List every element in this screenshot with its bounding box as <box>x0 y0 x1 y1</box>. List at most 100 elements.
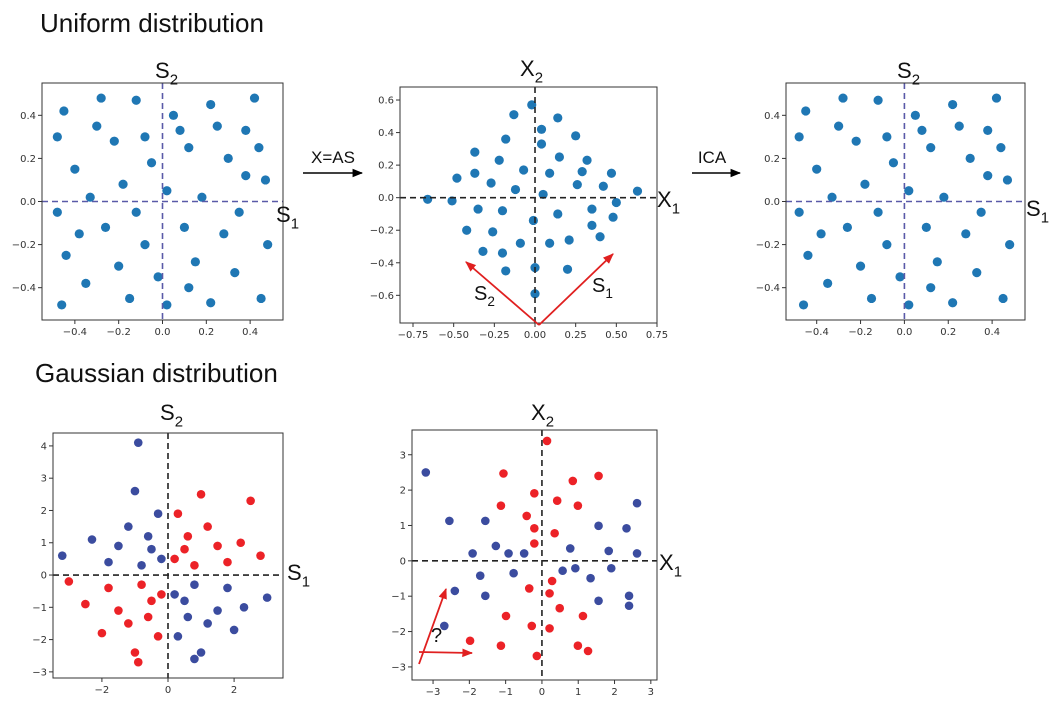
point <box>57 551 67 560</box>
point <box>70 164 80 174</box>
y-tick-label: 0.2 <box>764 154 780 165</box>
point <box>842 222 852 232</box>
point <box>81 278 91 288</box>
point <box>571 131 581 141</box>
y-axis-label: X2 <box>531 400 554 431</box>
point <box>87 535 97 544</box>
point <box>504 549 513 558</box>
section-title: Uniform distribution <box>40 8 264 38</box>
point <box>491 541 501 551</box>
point <box>143 612 153 622</box>
point <box>206 298 216 308</box>
point <box>948 298 958 308</box>
point <box>538 189 548 200</box>
y-axis-label-sub: 2 <box>546 414 554 431</box>
point <box>587 204 597 214</box>
point <box>96 93 106 103</box>
annotation-arrow <box>465 261 540 326</box>
point <box>527 621 537 631</box>
point <box>873 95 883 105</box>
x-tick-label: 0.2 <box>198 327 214 338</box>
point <box>932 257 942 267</box>
x-tick-label: −0.4 <box>63 327 87 338</box>
annotation: S2 <box>474 283 495 309</box>
point <box>834 121 844 131</box>
x-tick-label: 3 <box>648 687 654 698</box>
point <box>190 561 199 570</box>
point <box>114 606 123 615</box>
annotation-arrow <box>418 648 474 658</box>
y-axis-label: S2 <box>155 58 178 89</box>
x-axis-label-main: S <box>1026 196 1041 221</box>
point <box>143 531 153 541</box>
point <box>965 153 975 164</box>
y-tick-label: 0.4 <box>378 128 394 139</box>
point <box>823 278 833 288</box>
x-tick-label: −0.25 <box>479 330 510 341</box>
point <box>64 577 74 586</box>
x-axis-label: S1 <box>276 202 299 233</box>
point <box>140 239 150 250</box>
point <box>230 268 240 278</box>
annotation: S1 <box>592 275 613 301</box>
x-axis-label-sub: 1 <box>672 201 680 218</box>
point <box>794 207 804 217</box>
y-axis-label-sub: 2 <box>170 72 178 89</box>
point <box>203 522 212 531</box>
point <box>85 192 95 202</box>
x-axis-label-main: X <box>659 550 674 575</box>
point <box>991 93 1002 103</box>
point <box>170 554 179 564</box>
point <box>976 207 986 217</box>
point <box>606 168 617 178</box>
point <box>583 646 593 656</box>
point <box>812 164 822 174</box>
point <box>153 272 163 282</box>
x-tick-label: −2 <box>462 687 477 698</box>
point <box>213 541 222 551</box>
point <box>562 264 573 274</box>
point <box>904 300 914 310</box>
point <box>219 229 229 239</box>
y-tick-label: −2 <box>32 635 47 646</box>
point <box>577 167 587 177</box>
point <box>509 110 519 120</box>
point <box>206 99 216 110</box>
point <box>882 239 892 250</box>
point <box>838 93 848 103</box>
x-tick-label: 0.4 <box>984 327 1000 338</box>
y-axis-label-main: S <box>155 58 170 83</box>
x-tick-label: −0.50 <box>438 330 469 341</box>
point <box>855 261 866 271</box>
point <box>496 641 506 651</box>
y-tick-label: −0.4 <box>756 283 780 294</box>
point <box>873 207 883 217</box>
point <box>587 220 597 230</box>
point <box>565 544 575 553</box>
point <box>798 300 809 310</box>
point <box>497 206 508 216</box>
point <box>470 147 480 157</box>
point <box>137 580 146 590</box>
x-axis-label-sub: 1 <box>674 564 682 581</box>
x-axis-label: S1 <box>1026 196 1049 227</box>
y-tick-label: 0.2 <box>20 154 36 165</box>
point <box>239 603 249 612</box>
point <box>604 546 614 556</box>
point <box>114 261 124 271</box>
x-tick-label: 0 <box>539 687 545 698</box>
point <box>555 603 565 613</box>
point <box>888 158 899 168</box>
y-axis-label-sub: 2 <box>175 414 183 431</box>
point <box>972 268 982 278</box>
y-tick-label: −0.4 <box>370 258 394 269</box>
point <box>554 152 565 162</box>
point <box>595 232 605 242</box>
plot-frame <box>399 86 658 324</box>
point <box>939 192 949 202</box>
point <box>184 283 194 293</box>
point <box>632 549 642 558</box>
x-tick-label: 2 <box>611 687 617 698</box>
point <box>196 490 206 499</box>
x-tick-label: −0.2 <box>848 327 872 338</box>
